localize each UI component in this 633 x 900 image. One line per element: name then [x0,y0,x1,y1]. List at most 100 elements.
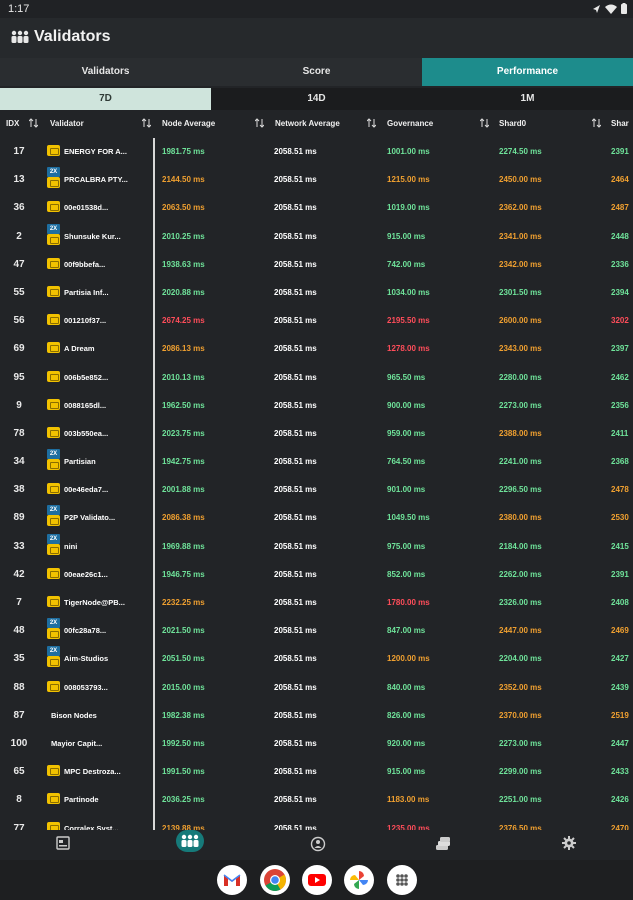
validator-name[interactable]: 003b550ea... [64,428,109,438]
page-title: Validators [34,28,111,45]
table-row[interactable]: 88 008053793... 2015.00 ms 2058.51 ms 840.00… [0,674,633,702]
validator-name[interactable]: Partisian [64,457,96,467]
table-row[interactable]: 69 A Dream 2086.13 ms 2058.51 ms 1278.00 ms 2… [0,335,633,363]
sort-icon[interactable] [29,118,38,128]
validators-table[interactable]: 17 ENERGY FOR A... 1981.75 ms 2058.51 ms 100… [0,138,633,830]
validator-name[interactable]: MPC Destroza... [64,767,121,777]
table-row[interactable]: 9 0088165dl... 1962.50 ms 2058.51 ms 900.00 … [0,392,633,420]
validator-name[interactable]: 00e46eda7... [64,485,109,495]
tab-validators[interactable]: Validators [81,66,130,77]
youtube-icon[interactable] [302,865,332,895]
header-network-average[interactable]: Network Average [275,119,340,128]
tab-performance[interactable]: Performance [422,58,633,86]
table-row[interactable]: 47 00f9bbefa... 1938.63 ms 2058.51 ms 742.00… [0,251,633,279]
sort-icon[interactable] [480,118,489,128]
validator-name[interactable]: PRCALBRA PTY... [64,175,128,185]
header-shard0[interactable]: Shard0 [499,119,527,128]
validator-name[interactable]: 00eae26c1... [64,569,108,579]
validator-name[interactable]: Bison Nodes [51,710,97,720]
validator-name[interactable]: P2P Validato... [64,513,116,523]
sort-icon[interactable] [142,118,151,128]
table-row[interactable]: 36 00e01538d... 2063.50 ms 2058.51 ms 1019.0… [0,194,633,222]
table-row[interactable]: 42 00eae26c1... 1946.75 ms 2058.51 ms 852.00… [0,561,633,589]
table-row[interactable]: 100 Mayior Capit... 1992.50 ms 2058.51 ms 92… [0,730,633,758]
row-idx: 87 [13,709,25,721]
governance-value: 847.00 ms [387,626,426,636]
sort-icon[interactable] [255,118,264,128]
validator-name[interactable]: Partinode [64,795,99,805]
table-row[interactable]: 95 006b5e852... 2010.13 ms 2058.51 ms 965.50… [0,364,633,392]
table-row[interactable]: 87 Bison Nodes 1982.38 ms 2058.51 ms 826.00 … [0,702,633,730]
validator-name[interactable]: 0088165dl... [64,400,107,410]
badge-group [47,370,61,382]
table-row[interactable]: 89 2X P2P Validato... 2086.38 ms 2058.51 ms 1… [0,504,633,532]
validators-logo-icon [11,30,29,43]
validator-name[interactable]: Mayior Capit... [51,738,103,748]
shard0-value: 2241.00 ms [499,457,542,467]
gmail-icon[interactable] [217,865,247,895]
photos-icon[interactable] [344,865,374,895]
shard1-value: 2464 [611,175,629,185]
row-idx: 88 [13,681,25,693]
table-row[interactable]: 78 003b550ea... 2023.75 ms 2058.51 ms 959.00… [0,420,633,448]
row-idx: 48 [13,625,25,637]
header-idx[interactable]: IDX [6,119,20,128]
table-row[interactable]: 38 00e46eda7... 2001.88 ms 2058.51 ms 901.00… [0,476,633,504]
validator-name[interactable]: Partisia Inf... [64,287,109,297]
shard0-value: 2341.00 ms [499,231,542,241]
row-idx: 17 [13,146,25,157]
header-validator[interactable]: Validator [50,119,84,128]
validator-name[interactable]: 00f9bbefa... [64,259,106,269]
chrome-icon[interactable] [260,865,290,895]
validator-name[interactable]: A Dream [64,344,95,354]
status-time: 1:17 [8,3,30,15]
validator-name[interactable]: ENERGY FOR A... [64,147,127,156]
header-shard1[interactable]: Shar [611,119,629,128]
status-bar: 1:17 [0,0,633,18]
header-node-average[interactable]: Node Average [162,119,216,128]
tab-1m[interactable]: 1M [520,93,535,104]
table-row[interactable]: 77 Corralex Syst... 2139.88 ms 2058.51 ms 12… [0,815,633,831]
validator-name[interactable]: Aim-Studios [64,654,109,664]
validator-badge-icon [47,567,60,579]
validator-name[interactable]: TigerNode@PB... [64,598,125,607]
table-row[interactable]: 56 001210f37... 2674.25 ms 2058.51 ms 2195.5… [0,307,633,335]
badge-group [47,257,61,269]
table-row[interactable]: 34 2X Partisian 1942.75 ms 2058.51 ms 764.50 … [0,448,633,476]
tab-7d[interactable]: 7D [0,88,211,110]
shard1-value: 2415 [611,541,629,551]
settings-icon[interactable] [562,836,576,855]
sort-icon[interactable] [592,118,601,128]
table-row[interactable]: 35 2X Aim-Studios 2051.50 ms 2058.51 ms 1200.… [0,645,633,673]
table-row[interactable]: 55 Partisia Inf... 2020.88 ms 2058.51 ms 103… [0,279,633,307]
validator-name[interactable]: Corralex Syst... [64,823,119,831]
header-governance[interactable]: Governance [387,119,434,128]
tab-score[interactable]: Score [302,66,331,77]
table-row[interactable]: 17 ENERGY FOR A... 1981.75 ms 2058.51 ms 100… [0,138,633,166]
node-average-value: 2015.00 ms [162,682,205,692]
table-row[interactable]: 33 2X nini 1969.88 ms 2058.51 ms 975.00 ms 218… [0,533,633,561]
validator-name[interactable]: 001210f37... [64,316,107,326]
validator-name[interactable]: nini [64,541,78,551]
validators-icon[interactable] [176,830,204,852]
validator-name[interactable]: 006b5e852... [64,372,109,382]
dashboard-icon[interactable] [56,836,70,855]
table-row[interactable]: 65 MPC Destroza... 1991.50 ms 2058.51 ms 915… [0,758,633,786]
apps-icon[interactable] [387,865,417,895]
coins-icon[interactable] [434,836,452,857]
table-row[interactable]: 13 2X PRCALBRA PTY... 2144.50 ms 2058.51 ms 1… [0,166,633,194]
validator-name[interactable]: 00fc28a78... [64,626,107,636]
double-stake-badge: 2X [47,646,60,657]
sort-icon[interactable] [367,118,376,128]
tab-14d[interactable]: 14D [307,93,326,104]
validator-name[interactable]: 008053793... [64,682,108,692]
table-row[interactable]: 2 2X Shunsuke Kur... 2010.25 ms 2058.51 ms 91… [0,223,633,251]
validator-name[interactable]: 00e01538d... [64,203,109,213]
table-row[interactable]: 48 2X 00fc28a78... 2021.50 ms 2058.51 ms 847.… [0,617,633,645]
validator-name[interactable]: Shunsuke Kur... [64,231,121,241]
table-row[interactable]: 8 Partinode 2036.25 ms 2058.51 ms 1183.00 ms… [0,786,633,814]
badge-group [47,483,61,495]
governance-value: 1183.00 ms [387,795,430,805]
network-icon[interactable] [310,836,326,857]
table-row[interactable]: 7 TigerNode@PB... 2232.25 ms 2058.51 ms 1780… [0,589,633,617]
